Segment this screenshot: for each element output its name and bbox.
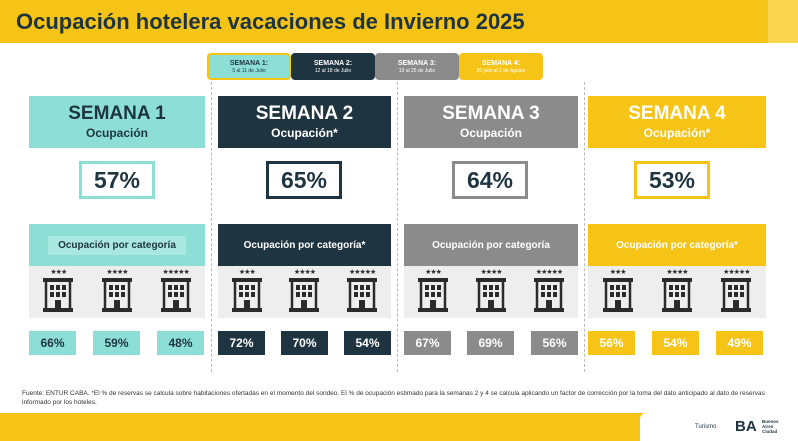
header-accent [768,0,798,43]
week-1-occupancy: 57% [79,161,155,199]
week-tabs: SEMANA 1: 5 al 11 de Julio SEMANA 2: 12 … [207,53,543,80]
ba-logo-text: Buenos Aires Ciudad [762,419,779,434]
week-4-4-star-value: 54% [652,331,699,355]
week-4-banner: SEMANA 4 Ocupación* [588,96,766,148]
week-2-occupancy: 65% [266,161,342,199]
week-3-5-star-value: 56% [531,331,578,355]
week-1-category-bar: Ocupación por categoría [29,224,205,266]
hotel-3-star-icon: ★★★ [601,269,635,315]
week-1-banner: SEMANA 1 Ocupación [29,96,205,148]
footer-logo-area [640,413,798,441]
column-divider [584,82,585,372]
week-2-hotel-icons: ★★★ ★★★★ ★★★★★ [218,266,391,318]
week-3-3-star-value: 67% [404,331,451,355]
week-3-banner: SEMANA 3 Ocupación [404,96,578,148]
tab-label: SEMANA 1: [229,59,269,67]
hotel-5-star-icon: ★★★★★ [719,269,753,315]
column-divider [397,82,398,372]
turismo-label: Turismo [695,424,717,430]
header-bar: Ocupación hotelera vacaciones de Inviern… [0,0,798,43]
tab-semana-3[interactable]: SEMANA 3: 19 al 25 de Julio [375,53,459,80]
page-title: Ocupación hotelera vacaciones de Inviern… [16,9,525,34]
week-subtitle: Ocupación* [643,126,711,140]
tab-dates: 12 al 18 de Julio [314,67,352,74]
column-divider [211,82,212,372]
week-2-banner: SEMANA 2 Ocupación* [218,96,391,148]
week-1-hotel-icons: ★★★ ★★★★ ★★★★★ [29,266,205,318]
tab-dates: 19 al 25 de Julio [398,67,436,74]
week-2-4-star-value: 70% [281,331,328,355]
hotel-3-star-icon: ★★★ [416,269,450,315]
footer-bar: Turismo BA Buenos Aires Ciudad [0,413,798,441]
week-3-occupancy: 64% [452,161,528,199]
week-subtitle: Ocupación [459,126,522,140]
hotel-4-star-icon: ★★★★ [100,269,134,315]
week-1-4-star-value: 59% [93,331,140,355]
week-4-hotel-icons: ★★★ ★★★★ ★★★★★ [588,266,766,318]
week-4-occupancy: 53% [634,161,710,199]
week-3-4-star-value: 69% [467,331,514,355]
week-subtitle: Ocupación [85,126,148,140]
category-label: Ocupación por categoría* [243,239,366,251]
tab-label: SEMANA 4: [481,59,521,67]
week-2-5-star-value: 54% [344,331,391,355]
hotel-5-star-icon: ★★★★★ [532,269,566,315]
week-title: SEMANA 1 [68,103,166,124]
week-2-3-star-value: 72% [218,331,265,355]
source-footnote: Fuente: ENTUR CABA. *El % de reservas se… [22,390,765,406]
week-4-3-star-value: 56% [588,331,635,355]
hotel-4-star-icon: ★★★★ [660,269,694,315]
week-subtitle: Ocupación* [271,126,338,140]
category-label: Ocupación por categoría* [616,239,738,251]
hotel-5-star-icon: ★★★★★ [345,269,379,315]
week-3-category-bar: Ocupación por categoría [404,224,578,266]
category-label: Ocupación por categoría [432,239,550,251]
tab-dates: 26 julio al 2 de Agosto [476,67,526,74]
week-2-category-bar: Ocupación por categoría* [218,224,391,266]
week-1-5-star-value: 48% [157,331,204,355]
category-label: Ocupación por categoría [48,235,186,255]
hotel-4-star-icon: ★★★★ [474,269,508,315]
ba-logo: BA [735,418,757,435]
hotel-4-star-icon: ★★★★ [287,269,321,315]
hotel-5-star-icon: ★★★★★ [159,269,193,315]
hotel-3-star-icon: ★★★ [230,269,264,315]
tab-semana-4[interactable]: SEMANA 4: 26 julio al 2 de Agosto [459,53,543,80]
week-1-3-star-value: 66% [29,331,76,355]
tab-label: SEMANA 3: [397,59,437,67]
tab-semana-2[interactable]: SEMANA 2: 12 al 18 de Julio [291,53,375,80]
week-title: SEMANA 2 [255,103,354,124]
week-title: SEMANA 3 [442,103,540,124]
week-4-5-star-value: 49% [716,331,763,355]
tab-label: SEMANA 2: [313,59,353,67]
hotel-3-star-icon: ★★★ [41,269,75,315]
week-3-hotel-icons: ★★★ ★★★★ ★★★★★ [404,266,578,318]
tab-semana-1[interactable]: SEMANA 1: 5 al 11 de Julio [207,53,291,80]
week-4-category-bar: Ocupación por categoría* [588,224,766,266]
tab-dates: 5 al 11 de Julio [232,67,266,74]
week-title: SEMANA 4 [628,103,726,124]
